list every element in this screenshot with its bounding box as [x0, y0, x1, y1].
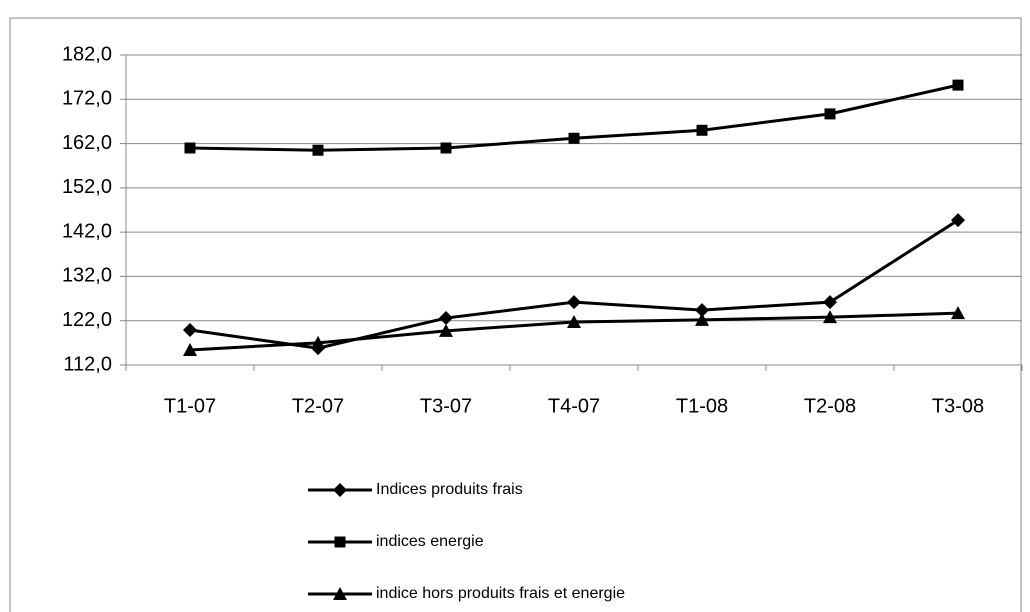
point — [567, 295, 581, 310]
x-tick-label: T1-07 — [164, 395, 216, 417]
point — [183, 323, 197, 338]
y-tick-label: 172,0 — [62, 88, 112, 110]
point — [439, 323, 453, 337]
point — [951, 213, 965, 228]
x-tick-label: T4-07 — [548, 395, 600, 417]
point — [823, 310, 837, 324]
point — [824, 108, 836, 120]
y-tick-label: 152,0 — [62, 176, 112, 198]
point — [567, 315, 581, 329]
x-tick-label: T2-08 — [804, 395, 856, 417]
y-tick-label: 142,0 — [62, 220, 112, 242]
y-tick-label: 132,0 — [62, 265, 112, 287]
point — [823, 295, 837, 310]
point — [695, 303, 709, 318]
legend-label: indices energie — [376, 533, 484, 550]
x-tick-label: T1-08 — [676, 395, 728, 417]
point — [311, 335, 325, 349]
y-tick-label: 182,0 — [62, 43, 112, 65]
legend-marker — [334, 536, 346, 548]
series-line — [189, 218, 959, 350]
y-tick-label: 162,0 — [62, 132, 112, 154]
point — [568, 132, 580, 144]
y-tick-label: 122,0 — [62, 309, 112, 331]
point — [439, 311, 453, 326]
chart-frame — [9, 17, 1022, 612]
point — [312, 144, 324, 156]
point — [695, 312, 709, 326]
point — [951, 306, 965, 320]
point — [952, 79, 964, 91]
legend-label: indice hors produits frais et energie — [376, 585, 625, 602]
point — [440, 142, 452, 154]
x-tick-label: T3-08 — [932, 395, 984, 417]
legend-label: Indices produits frais — [376, 481, 523, 498]
point — [184, 142, 196, 154]
legend-marker — [333, 483, 347, 497]
y-tick-label: 112,0 — [63, 353, 112, 375]
x-tick-label: T3-07 — [420, 395, 472, 417]
point — [183, 342, 197, 356]
point — [696, 124, 708, 136]
legend-marker — [333, 587, 347, 600]
x-tick-label: T2-07 — [292, 395, 344, 417]
